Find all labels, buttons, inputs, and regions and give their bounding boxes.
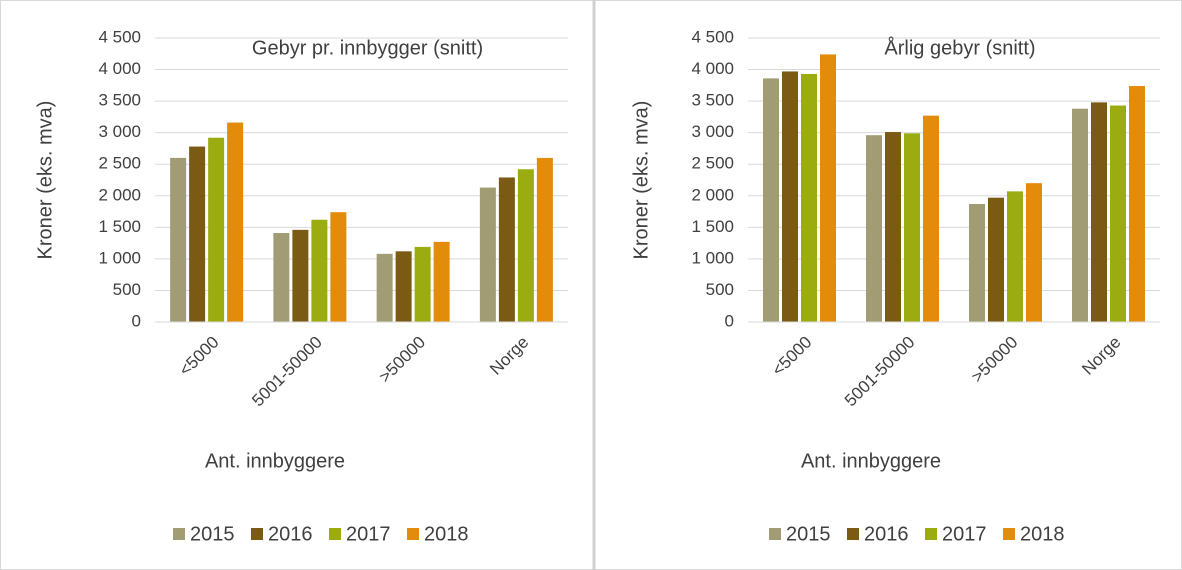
bar: [1091, 102, 1107, 322]
bar: [1129, 85, 1145, 322]
bar: [1007, 191, 1023, 322]
y-tick-label: 2 500: [691, 154, 734, 173]
bar: [866, 135, 882, 322]
bar: [395, 251, 412, 322]
legend-swatch: [173, 528, 185, 540]
legend-swatch: [1003, 528, 1015, 540]
bar: [330, 212, 347, 322]
y-tick-label: 4 000: [691, 59, 734, 78]
bar: [189, 146, 206, 322]
bar: [988, 197, 1004, 322]
legend-label: 2015: [190, 523, 235, 545]
y-tick-label: 4 500: [691, 27, 734, 46]
legend-swatch: [251, 528, 263, 540]
y-tick-label: 4 000: [98, 59, 141, 78]
bar: [782, 71, 798, 323]
bar: [376, 253, 393, 322]
y-tick-label: 1 000: [98, 248, 141, 267]
bar: [536, 157, 553, 322]
legend-swatch: [769, 528, 781, 540]
legend-swatch: [925, 528, 937, 540]
y-tick-label: 3 500: [691, 91, 734, 110]
y-tick-label: 2 500: [98, 154, 141, 173]
bar: [801, 73, 817, 323]
chart-title: Gebyr pr. innbygger (snitt): [252, 37, 483, 59]
legend-label: 2018: [1020, 523, 1065, 545]
bar: [227, 122, 244, 323]
y-tick-label: 2 000: [98, 185, 141, 204]
legend-label: 2018: [424, 523, 469, 545]
legend-swatch: [329, 528, 341, 540]
legend-swatch: [407, 528, 419, 540]
bar: [969, 203, 985, 322]
bar: [498, 177, 515, 322]
y-axis-label: Kroner (eks. mva): [34, 101, 56, 260]
y-tick-label: 3 000: [98, 122, 141, 141]
y-axis-label: Kroner (eks. mva): [630, 101, 652, 260]
bar: [292, 229, 309, 322]
y-tick-label: 500: [113, 280, 141, 299]
bar: [414, 246, 431, 322]
bar: [273, 233, 290, 322]
legend-label: 2017: [346, 523, 391, 545]
legend-label: 2015: [786, 523, 831, 545]
bar: [208, 137, 225, 322]
bar: [170, 157, 187, 322]
y-tick-label: 500: [706, 280, 734, 299]
legend-label: 2016: [268, 523, 313, 545]
bar: [1110, 105, 1126, 322]
bar: [763, 78, 779, 322]
bar: [904, 133, 920, 322]
legend-label: 2017: [942, 523, 987, 545]
bar: [923, 115, 939, 322]
y-tick-label: 0: [132, 311, 141, 330]
legend-label: 2016: [864, 523, 909, 545]
bar: [517, 169, 534, 322]
chart-title: Årlig gebyr (snitt): [884, 36, 1035, 59]
y-tick-label: 1 500: [691, 217, 734, 236]
y-tick-label: 3 500: [98, 91, 141, 110]
bar: [311, 219, 328, 322]
bar: [820, 54, 836, 323]
legend-swatch: [847, 528, 859, 540]
y-tick-label: 1 000: [691, 248, 734, 267]
bar: [1026, 183, 1042, 322]
bar: [885, 132, 901, 322]
y-tick-label: 2 000: [691, 185, 734, 204]
bar: [479, 187, 496, 322]
y-tick-label: 1 500: [98, 217, 141, 236]
y-tick-label: 3 000: [691, 122, 734, 141]
y-tick-label: 0: [725, 311, 734, 330]
bar: [433, 241, 450, 322]
bar: [1072, 108, 1088, 322]
x-axis-label: Ant. innbyggere: [801, 450, 941, 472]
x-axis-label: Ant. innbyggere: [205, 450, 345, 472]
y-tick-label: 4 500: [98, 27, 141, 46]
